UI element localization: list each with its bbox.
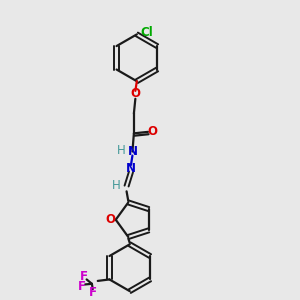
Text: F: F [80,270,88,283]
Text: O: O [147,125,157,138]
Text: N: N [126,162,136,175]
Text: N: N [128,145,137,158]
Text: Cl: Cl [140,26,153,39]
Text: F: F [89,286,98,299]
Text: F: F [78,280,86,293]
Text: H: H [112,179,121,192]
Text: H: H [117,144,126,158]
Text: O: O [130,87,140,100]
Text: O: O [106,213,116,226]
